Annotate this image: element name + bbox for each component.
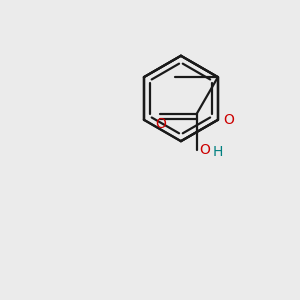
- Text: O: O: [200, 143, 210, 158]
- Text: H: H: [213, 145, 223, 159]
- Text: O: O: [155, 117, 166, 131]
- Text: O: O: [223, 113, 234, 127]
